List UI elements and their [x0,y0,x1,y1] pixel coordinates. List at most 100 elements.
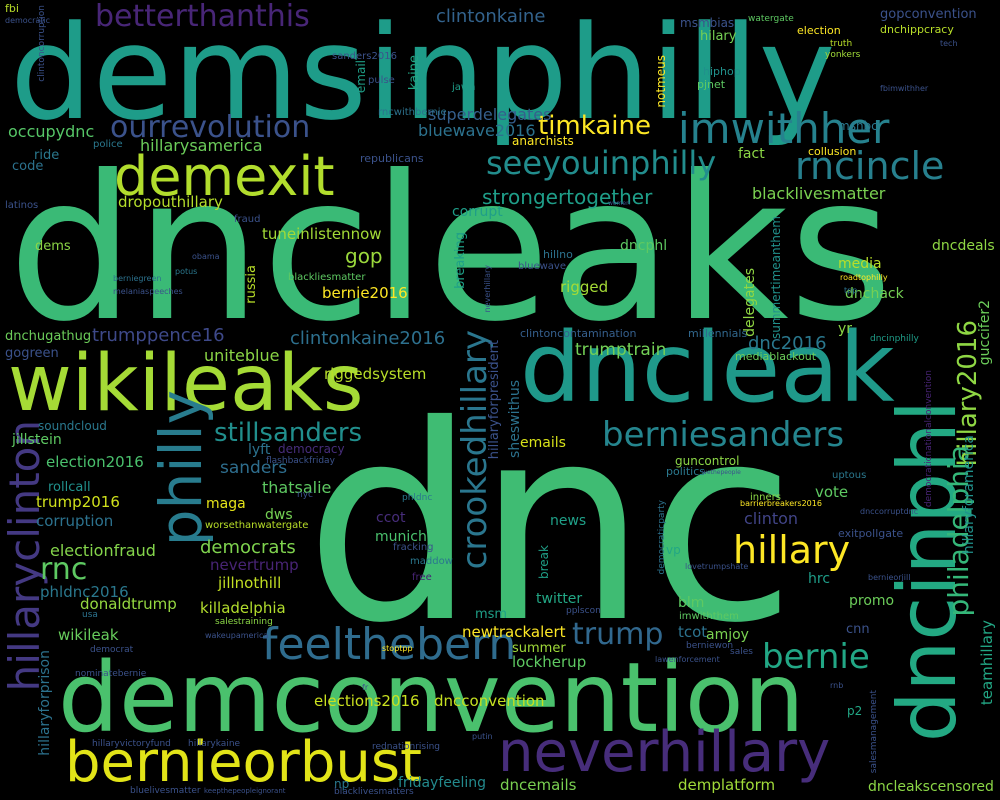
word-trumptrain: trumptrain [575,340,667,360]
word-bluelivesmatter: bluelivesmatter [130,786,201,796]
word-lovetrumpshate: lovetrumpshate [685,562,749,571]
word-women: women [608,200,630,207]
word-munich: munich [375,529,427,545]
word-media: media [838,256,882,272]
word-tcot: tcot [678,623,708,641]
word-usa: usa [82,610,98,620]
word-vote: vote [815,483,849,501]
word-jillstein: jillstein [12,432,62,448]
word-bluewave2016: bluewave2016 [418,121,536,140]
word-melaniaspeeches: melaniaspeeches [113,287,183,296]
word-msmbias: msmbias [680,16,735,30]
word-trump: trump [572,617,664,652]
word-lyft: lyft [248,442,271,458]
word-emails: emails [520,435,566,451]
word-election: election [797,24,841,37]
word-hillarykaine: hillarykaine [188,739,241,749]
word-uptous: uptous [832,470,867,481]
word-trump2016: trump2016 [36,493,120,511]
word-sales: sales [730,647,753,657]
word-rollcall: rollcall [48,480,91,495]
word-worsethanwatergate: worsethanwatergate [205,520,309,531]
word-bernieorbust: bernieorbust [65,730,422,795]
word-rncwithbernie: rncwithbernie [378,107,447,118]
word-feelthebern: feelthebern [262,619,517,670]
word-exitpollgate: exitpollgate [838,527,904,540]
word-demexit: demexit [114,145,335,208]
word-bluevote: bluewave [518,261,566,272]
word-jillnothill: jillnothill [218,574,282,592]
word-nominatebernie: nominatebernie [75,669,147,679]
word-free: free [412,572,432,583]
word-ccot: ccot [376,510,406,526]
word-dncleak: dncleak [520,312,895,424]
word-dnccorruptdnc: dnccorruptdnc [860,507,919,516]
word-dncleakscensored: dncleakscensored [868,779,994,795]
word-kaine: kaine [407,55,422,91]
word-rnc: rnc [40,552,88,587]
word-blackliesmatter: blackliesmatter [288,272,366,283]
word-cnn: cnn [846,622,870,637]
word-collusion: collusion [808,145,857,158]
word-p2: p2 [847,704,863,718]
word-rnb: rnb [830,681,844,690]
word-email: email [354,60,368,94]
word-fridayfeeling: fridayfeeling [398,775,487,791]
word-hillaryforprison: hillaryforprison [37,650,53,756]
word-vp: vp [666,543,681,557]
word-dems: dems [35,239,71,254]
word-dncleaks: dncleaks [8,133,893,366]
word-hiphop: hiphop [703,65,741,78]
word-clintonkaine: clintonkaine [436,6,546,27]
word-potus: potus [175,267,198,276]
word-clintoncontamination: clintoncontamination [520,327,637,340]
word-gopconvention: gopconvention [880,7,977,22]
word-hillno: hillno [543,248,573,261]
word-phldnc: phldnc [402,493,433,503]
word-breaking: breaking [453,232,468,289]
word-maga: maga [206,496,246,512]
word-strongertogether: strongertogether [482,185,653,209]
word-dws: dws [265,507,293,523]
word-latinos: latinos [5,200,39,211]
word-hillaryvictoryfund: hillaryvictoryfund [92,739,171,749]
word-betterthanthis: betterthanthis [95,0,310,34]
word-dncinphilly: dncinphilly [870,334,919,344]
word-guncontrol: guncontrol [675,454,740,468]
word-dnc2016: dnc2016 [748,333,827,354]
word-clinton: clinton [744,509,799,528]
word-dnc: dnc [305,367,796,682]
word-demsinphilly: demsinphilly [10,0,836,149]
word-occupydnc: occupydnc [8,122,95,141]
word-stillsanders: stillsanders [214,418,363,448]
word-dncemails: dncemails [500,776,577,794]
word-inners: inners [750,492,781,503]
word-philly: philly [147,390,215,547]
word-killadelphia: killadelphia [200,599,286,617]
word-lockherup: lockherup [512,653,587,671]
word-berniesanders: berniesanders [602,415,845,455]
word-democraticnationalconvention: democraticnationalconvention [924,370,934,508]
word-gogreen: gogreen [5,346,59,361]
word-hillaryforpresident: hillaryforpresident [487,340,502,460]
word-democrat: democrat [90,645,134,655]
word-summertimeanthem: summertimeanthem [769,216,783,340]
word-watergate: watergate [748,14,794,24]
word-neverhillary: neverhillary [498,720,831,785]
word-guccifer2: guccifer2 [977,300,993,366]
word-tpp: tpp [844,286,858,295]
word-sanders2016: sanders2016 [332,51,397,62]
word-fbi: fbi [5,2,19,15]
word-dnchugathug: dnchugathug [5,329,92,344]
word-election2016: election2016 [46,453,144,471]
word-yonkers: yonkers [825,50,861,60]
word-russia: russia [244,265,259,304]
word-clintonkaine2016: clintonkaine2016 [290,328,446,349]
word-fraud: fraud [234,214,261,225]
word-code: code [12,159,44,174]
word-electionfraud: electionfraud [50,541,156,560]
word-promo: promo [849,593,895,609]
word-wikileak: wikileak [58,626,119,644]
word-rigged: rigged [560,278,609,296]
